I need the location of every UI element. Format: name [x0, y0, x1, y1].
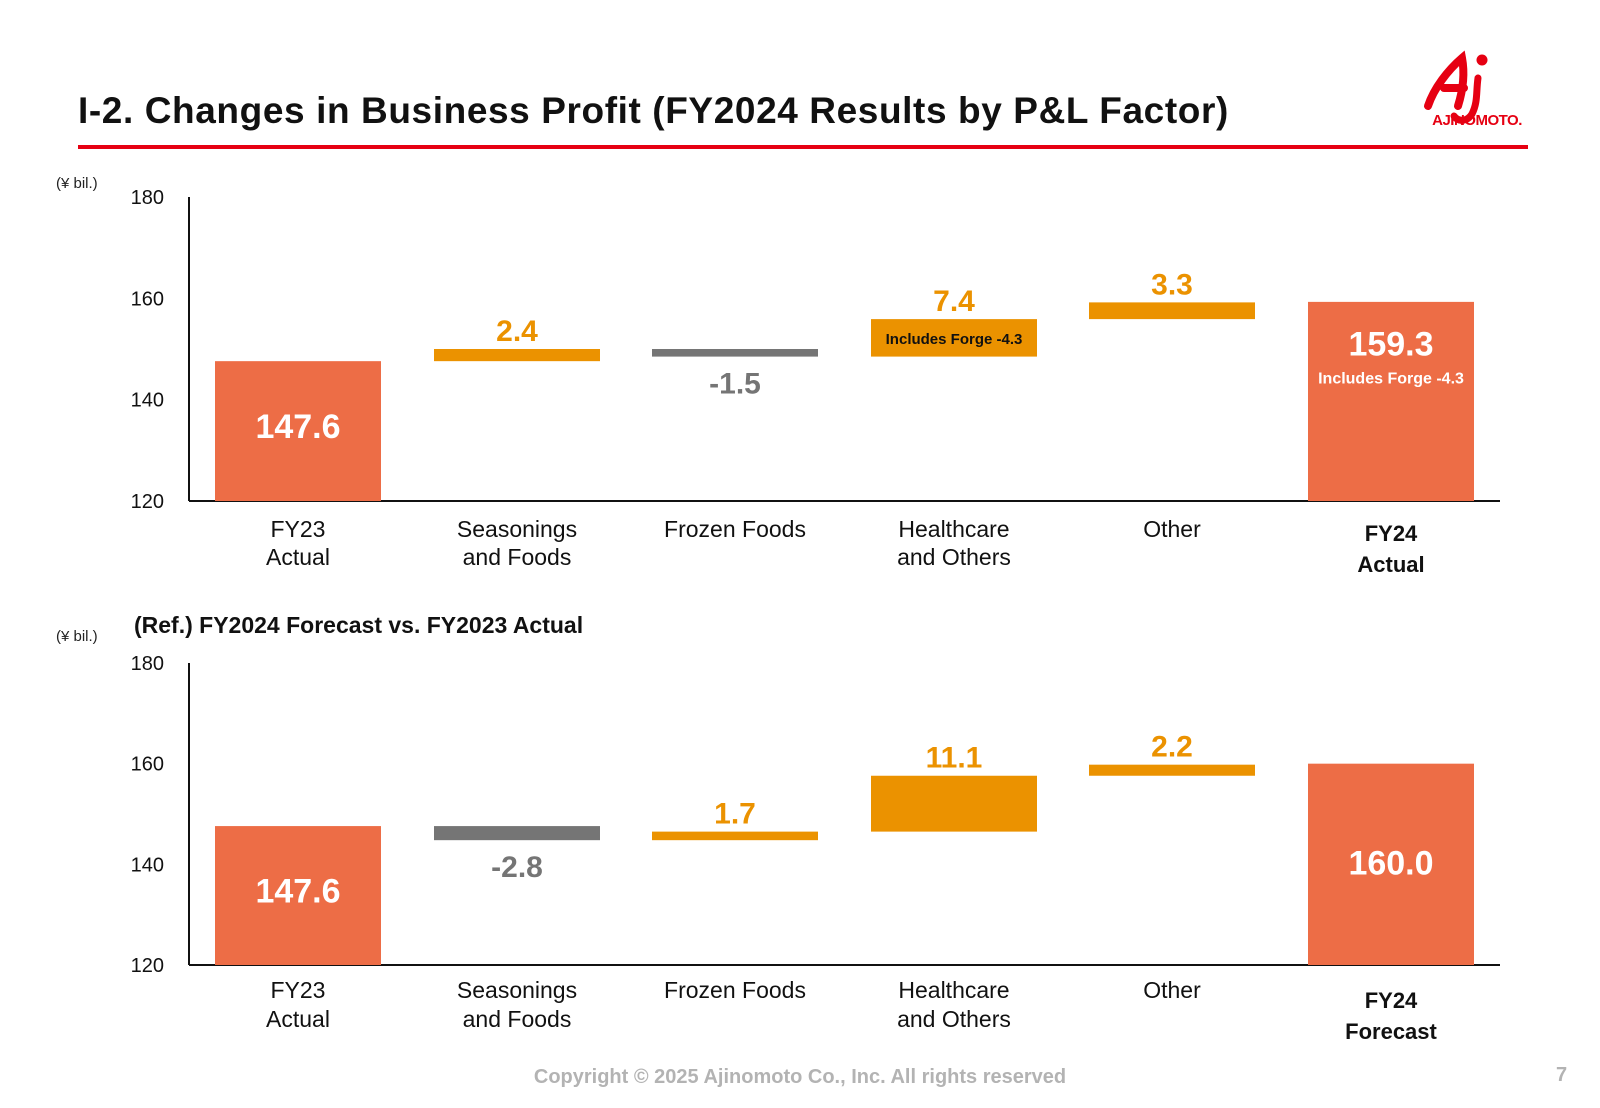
category-label: Actual [1357, 552, 1424, 577]
y-tick-label: 120 [131, 491, 164, 513]
bar-increase [871, 319, 1037, 357]
bar-decrease [434, 826, 600, 841]
category-label: and Others [897, 1006, 1011, 1032]
bar-value-label: 147.6 [255, 872, 340, 910]
bar-total [215, 826, 381, 965]
category-label: Other [1143, 977, 1201, 1003]
bar-decrease [652, 349, 818, 357]
bar-value-label: 160.0 [1348, 844, 1433, 882]
bar-note-label: Includes Forge -4.3 [1318, 371, 1464, 388]
bar-value-label: -2.8 [491, 851, 543, 884]
bar-value-label: 11.1 [926, 742, 983, 775]
chart-fy2024-results: 120 140 160 180 147.6 2.4 -1.5 7.4 Includes Forg… [0, 178, 1600, 578]
category-label: Seasonings [457, 516, 577, 542]
y-tick-label: 180 [131, 187, 164, 209]
waterfall-chart-results: 120 140 160 180 147.6 2.4 -1.5 7.4 Includes Forg… [131, 187, 1500, 577]
category-label: FY23 [271, 516, 326, 542]
bar-value-label: -1.5 [709, 368, 761, 401]
bar-value-label: 7.4 [933, 285, 975, 318]
category-label: Healthcare [898, 977, 1009, 1003]
category-label: Frozen Foods [664, 516, 806, 542]
bar-increase [434, 349, 600, 362]
chart-title-forecast: (Ref.) FY2024 Forecast vs. FY2023 Actual [134, 612, 584, 638]
bar-total [215, 361, 381, 501]
category-label: Actual [266, 544, 330, 570]
category-label: and Foods [463, 544, 572, 570]
unit-label-bottom: (¥ bil.) [56, 628, 98, 645]
bar-increase [1089, 302, 1255, 320]
waterfall-chart-forecast: 120 140 160 180 147.6 -2.8 1.7 11.1 2.2 160.0 FY23… [131, 653, 1500, 1044]
category-label: and Others [897, 544, 1011, 570]
y-tick-label: 180 [131, 653, 164, 675]
page-title: I-2. Changes in Business Profit (FY2024 … [78, 90, 1229, 131]
chart-fy2024-forecast: 120 140 160 180 147.6 -2.8 1.7 11.1 2.2 160.0 FY23… [0, 640, 1600, 1050]
y-tick-label: 140 [131, 854, 164, 876]
category-label: and Foods [463, 1006, 572, 1032]
title-divider [78, 145, 1528, 149]
bar-value-label: 3.3 [1151, 268, 1193, 301]
y-tick-label: 160 [131, 754, 164, 776]
bar-total [1308, 763, 1474, 965]
ajinomoto-logo [1424, 50, 1488, 124]
category-label: FY24 [1365, 988, 1418, 1013]
category-label: Frozen Foods [664, 977, 806, 1003]
bar-value-label: 2.4 [496, 315, 538, 348]
bar-value-label: 159.3 [1348, 326, 1433, 364]
category-label: Forecast [1345, 1019, 1437, 1044]
bar-note-label: Includes Forge -4.3 [886, 331, 1023, 348]
page-number: 7 [1556, 1064, 1568, 1086]
bar-increase [871, 775, 1037, 832]
bar-total [1308, 301, 1474, 501]
logo-wordmark: AJINOMOTO. [1432, 112, 1522, 129]
bar-increase [1089, 764, 1255, 776]
category-label: FY23 [271, 977, 326, 1003]
y-tick-label: 160 [131, 288, 164, 310]
category-label: Healthcare [898, 516, 1009, 542]
category-label: Seasonings [457, 977, 577, 1003]
copyright-footer: Copyright © 2025 Ajinomoto Co., Inc. All… [533, 1066, 1067, 1088]
bar-value-label: 1.7 [714, 798, 756, 831]
bar-value-label: 2.2 [1151, 731, 1193, 764]
bar-value-label: 147.6 [255, 408, 340, 446]
category-label: Actual [266, 1006, 330, 1032]
unit-label-top: (¥ bil.) [56, 175, 98, 192]
category-label: Other [1143, 516, 1201, 542]
category-label: FY24 [1365, 521, 1418, 546]
bar-increase [652, 831, 818, 841]
y-tick-label: 120 [131, 955, 164, 977]
y-tick-label: 140 [131, 390, 164, 412]
